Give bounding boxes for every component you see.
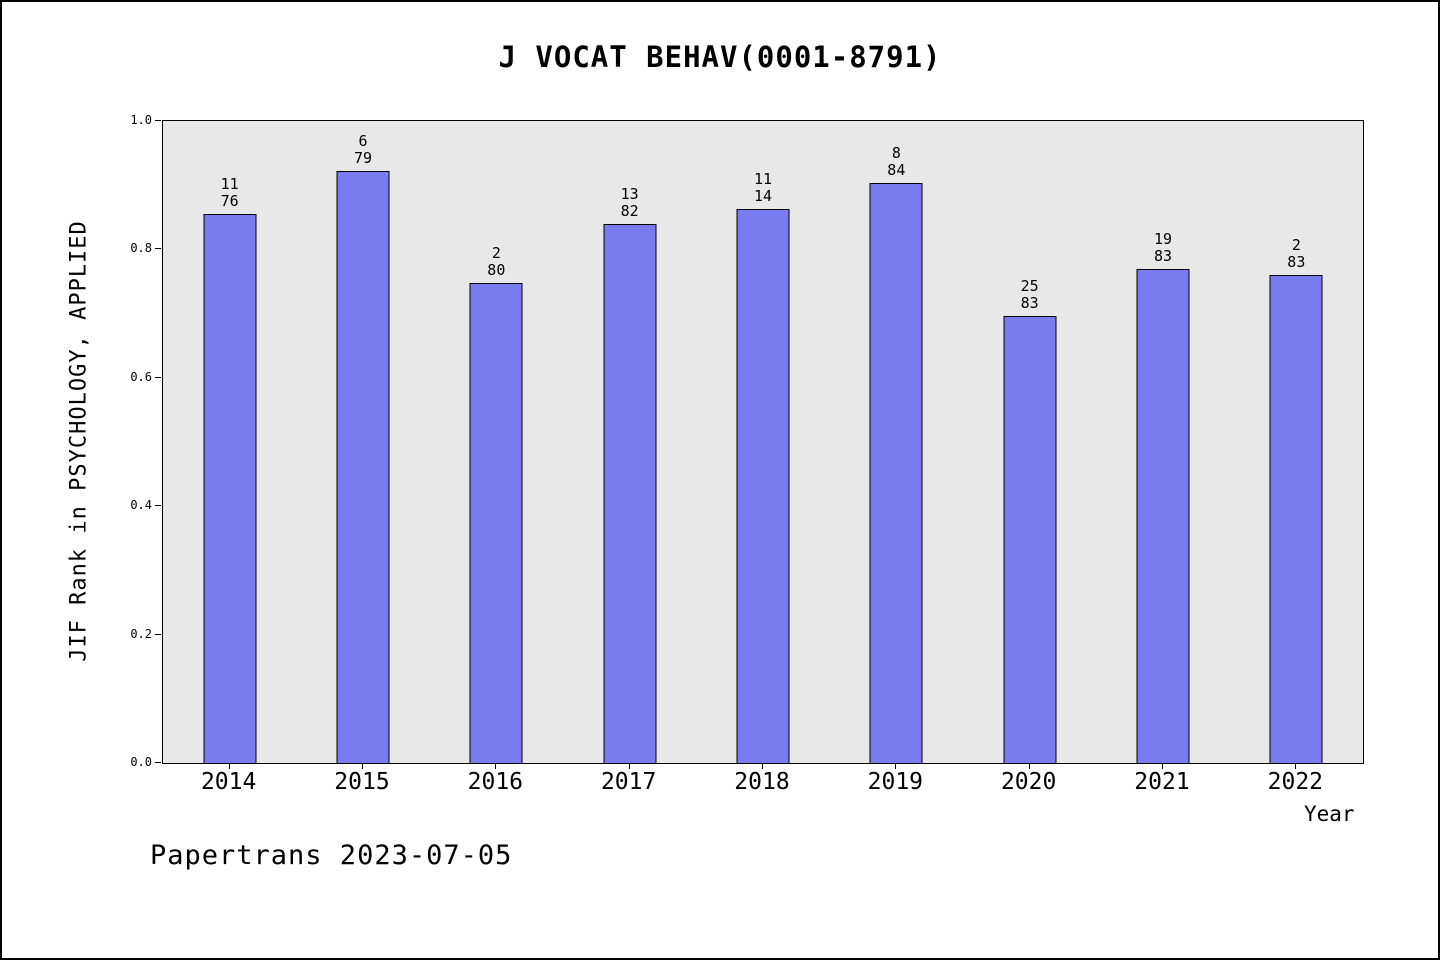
x-tick-mark bbox=[628, 763, 630, 769]
bar-value-label: 2 80 bbox=[487, 243, 506, 279]
bar-value-label: 11 14 bbox=[753, 169, 773, 205]
y-tick-mark bbox=[155, 120, 161, 121]
bar bbox=[336, 171, 390, 763]
y-tick-mark bbox=[155, 376, 161, 378]
x-tick-mark bbox=[762, 763, 763, 769]
y-tick-label: 0.6 bbox=[130, 369, 152, 384]
bar bbox=[869, 183, 923, 763]
y-tick-label: 1.0 bbox=[130, 113, 152, 127]
bar-value-label: 8 84 bbox=[887, 145, 905, 179]
y-tick-mark bbox=[155, 633, 161, 635]
bar-rank-value: 11 bbox=[753, 169, 773, 188]
x-tick-label: 2022 bbox=[1267, 769, 1324, 795]
y-tick-label: 0.4 bbox=[130, 498, 152, 513]
y-tick-label: 0.2 bbox=[130, 626, 152, 641]
bar-value-label: 25 83 bbox=[1020, 276, 1039, 312]
y-tick-mark bbox=[155, 505, 161, 507]
x-tick-label: 2014 bbox=[200, 769, 257, 795]
x-tick-mark bbox=[1028, 763, 1030, 769]
bar-rank-value: 8 bbox=[891, 144, 901, 163]
bar-rank-value: 2 bbox=[491, 243, 501, 262]
bar-total-value: 84 bbox=[887, 161, 906, 180]
bar-total-value: 82 bbox=[620, 201, 639, 220]
x-tick-mark bbox=[362, 763, 363, 769]
bar-rank-value: 25 bbox=[1020, 276, 1039, 295]
bar bbox=[603, 223, 657, 763]
bar-rank-value: 2 bbox=[1291, 236, 1301, 255]
bar-total-value: 83 bbox=[1287, 253, 1306, 272]
plot-area: 11 76 6 79 2 80 13 82 11 14 8 84 25 83 19 83 2 83 bbox=[162, 120, 1364, 764]
x-tick-mark bbox=[228, 763, 230, 769]
bar-value-label: 19 83 bbox=[1154, 231, 1172, 265]
y-tick-label: 0.0 bbox=[130, 755, 152, 769]
bar-total-value: 76 bbox=[220, 192, 239, 211]
y-tick-mark bbox=[155, 248, 161, 250]
x-tick-mark bbox=[1295, 763, 1297, 769]
y-axis-title: JIF Rank in PSYCHOLOGY, APPLIED bbox=[66, 220, 92, 662]
bar bbox=[1269, 275, 1323, 763]
bar bbox=[469, 282, 523, 763]
bar bbox=[203, 214, 257, 763]
x-axis-title: Year bbox=[1304, 802, 1355, 826]
bar-total-value: 83 bbox=[1020, 293, 1039, 312]
bar-total-value: 83 bbox=[1153, 247, 1173, 266]
bar-rank-value: 13 bbox=[620, 184, 639, 203]
bar bbox=[736, 208, 790, 763]
bar-total-value: 14 bbox=[753, 186, 773, 205]
y-tick-label: 0.8 bbox=[130, 241, 152, 256]
x-tick-mark bbox=[495, 763, 497, 769]
bar-total-value: 80 bbox=[487, 260, 506, 279]
x-tick-label: 2017 bbox=[600, 769, 657, 795]
bar bbox=[1136, 269, 1190, 763]
bar bbox=[1003, 315, 1057, 763]
x-tick-mark bbox=[1162, 763, 1163, 769]
y-tick-mark bbox=[155, 762, 161, 763]
x-tick-label: 2019 bbox=[867, 769, 924, 795]
x-tick-label: 2016 bbox=[467, 769, 524, 795]
footer-watermark: Papertrans 2023-07-05 bbox=[150, 840, 513, 871]
x-tick-mark bbox=[895, 763, 897, 769]
x-tick-label: 2020 bbox=[1000, 769, 1057, 795]
bar-rank-value: 11 bbox=[220, 175, 239, 194]
bar-value-label: 6 79 bbox=[354, 133, 372, 167]
x-tick-label: 2015 bbox=[334, 769, 390, 795]
bar-total-value: 79 bbox=[353, 149, 373, 168]
bar-rank-value: 19 bbox=[1153, 230, 1173, 249]
bar-value-label: 2 83 bbox=[1287, 237, 1305, 271]
x-tick-label: 2018 bbox=[734, 769, 790, 795]
bar-rank-value: 6 bbox=[358, 132, 368, 151]
x-tick-label: 2021 bbox=[1134, 769, 1190, 795]
chart-title: J VOCAT BEHAV(0001-8791) bbox=[498, 40, 942, 74]
bar-value-label: 11 76 bbox=[221, 176, 239, 210]
bar-value-label: 13 82 bbox=[620, 184, 639, 220]
